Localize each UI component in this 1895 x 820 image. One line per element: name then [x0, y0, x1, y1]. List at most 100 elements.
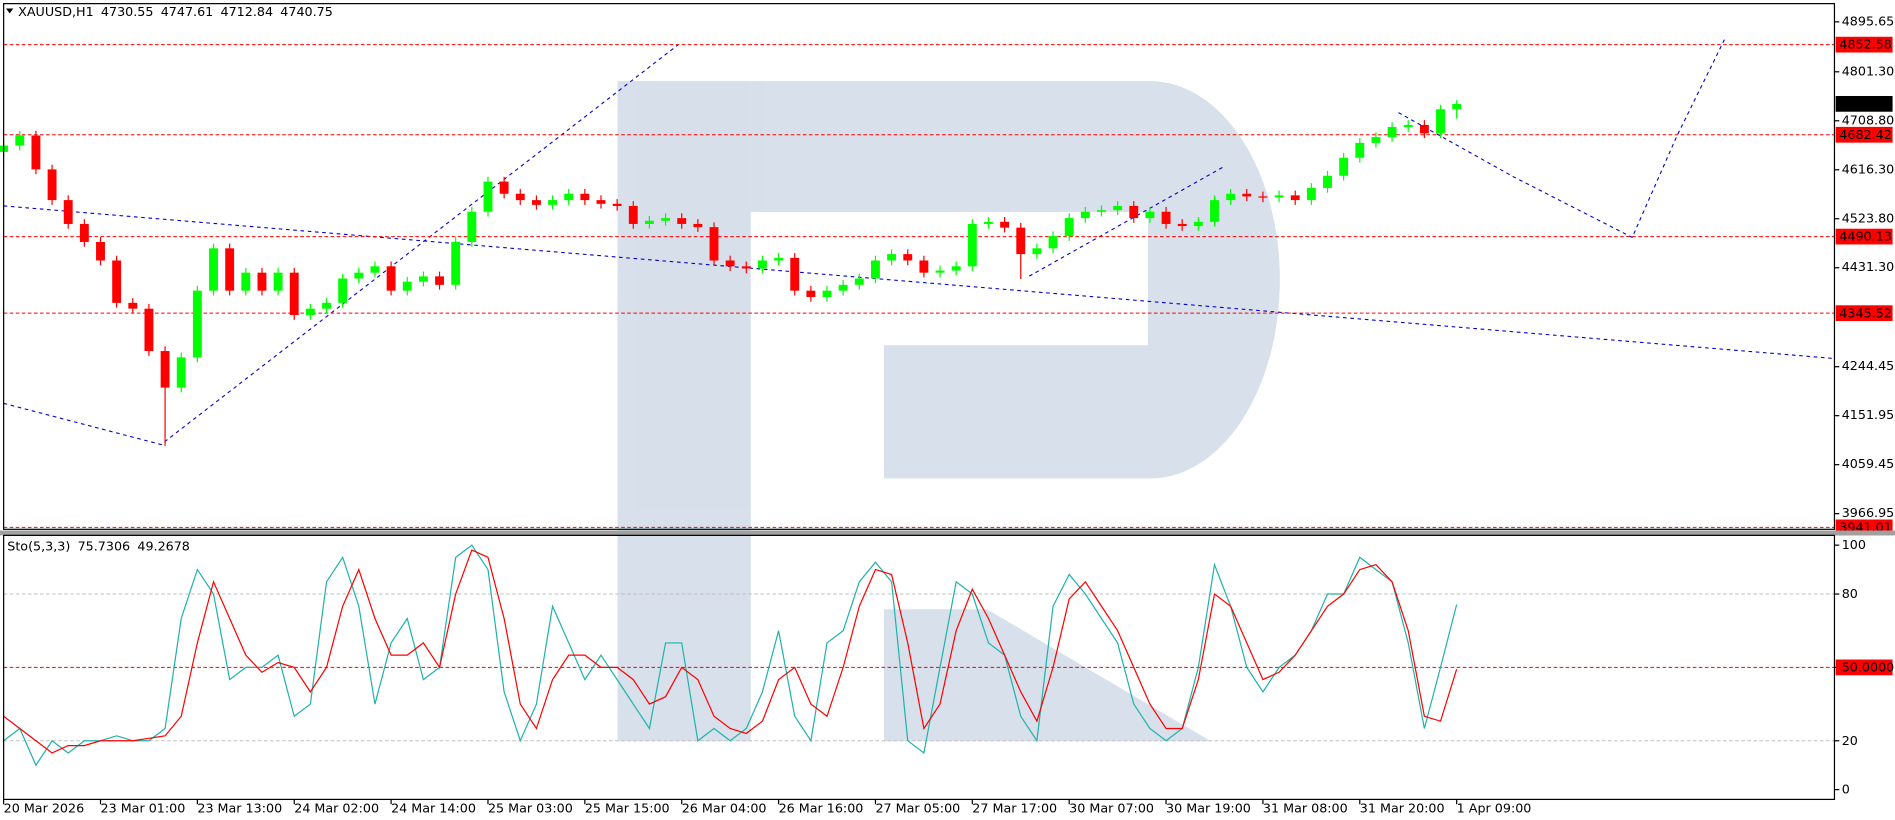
- candle-body: [499, 181, 509, 194]
- y-tick-label: 4059.45: [1842, 456, 1895, 471]
- y-tick-label: 50.0000: [1842, 659, 1895, 674]
- candle-body: [128, 302, 138, 309]
- candle-body: [322, 302, 331, 309]
- candle-body: [661, 218, 671, 221]
- candle-body: [1097, 210, 1106, 212]
- candle-body: [1145, 211, 1155, 219]
- candle-body: [1436, 109, 1445, 134]
- candle-body: [564, 193, 574, 201]
- y-tick-label: 4616.30: [1842, 161, 1895, 176]
- candle-body: [1306, 187, 1316, 201]
- candle-body: [1177, 223, 1187, 227]
- candle-body: [112, 260, 122, 303]
- price-level-box: [1835, 36, 1893, 53]
- x-tick-label: 26 Mar 04:00: [682, 801, 767, 816]
- price-level-box: [1835, 126, 1893, 143]
- ohlc-value: 4730.55: [101, 4, 154, 19]
- logo-stem: [617, 81, 751, 742]
- ohlc-value: 4747.61: [161, 4, 214, 19]
- y-tick-label: 100: [1842, 537, 1866, 552]
- candle-body: [79, 223, 89, 242]
- candle-body: [612, 203, 622, 206]
- chart-header: XAUUSD,H1 4730.55 4747.61 4712.84 4740.75: [18, 4, 333, 19]
- candle-body: [596, 200, 606, 204]
- level-label-box: [1835, 659, 1893, 676]
- candle-body: [1226, 193, 1236, 201]
- y-tick-label: 20: [1842, 733, 1858, 748]
- candle-body: [1387, 127, 1397, 138]
- candle-body: [209, 248, 218, 291]
- indicator-pane-border: [3, 534, 1836, 801]
- candle-body: [1323, 175, 1332, 188]
- y-tick-label: 4431.30: [1842, 259, 1895, 274]
- candle-body: [338, 278, 348, 303]
- price-level-label: 4490.13: [1839, 229, 1892, 244]
- y-tick-label: 4151.95: [1842, 407, 1895, 422]
- candle-body: [1339, 157, 1349, 176]
- pane-separator: [0, 530, 1895, 536]
- x-tick-label: 27 Mar 17:00: [972, 801, 1057, 816]
- x-tick-label: 23 Mar 13:00: [197, 801, 282, 816]
- candle-body: [305, 308, 315, 316]
- candle-body: [693, 223, 703, 228]
- candle-body: [709, 227, 719, 261]
- x-tick-label: 30 Mar 07:00: [1069, 801, 1154, 816]
- candle-body: [15, 135, 25, 146]
- candle-body: [1080, 211, 1090, 219]
- ohlc-value: 4740.75: [280, 4, 333, 19]
- candle-body: [725, 260, 735, 267]
- logo-leg: [883, 609, 1211, 742]
- candle-body: [354, 272, 364, 279]
- current-price-label: 4740.75: [1839, 96, 1892, 111]
- y-tick-label: 0: [1842, 782, 1850, 797]
- x-tick-label: 31 Mar 20:00: [1360, 801, 1445, 816]
- header-icon: [6, 8, 14, 14]
- price-level-box: [1835, 305, 1893, 322]
- plot-layer: 4895.65 4801.30 4708.80 4616.30 4523.80 4431.…: [0, 4, 1894, 816]
- candle-body: [451, 241, 461, 285]
- candle-body: [1290, 195, 1300, 201]
- candle-body: [47, 169, 57, 201]
- candle-body: [515, 193, 525, 201]
- price-level-label: 4852.58: [1839, 37, 1892, 52]
- candle-body: [951, 266, 961, 271]
- candle-body: [887, 254, 897, 261]
- candle-body: [1403, 124, 1413, 128]
- x-tick-label: 23 Mar 01:00: [101, 801, 186, 816]
- price-level-box: [1835, 228, 1893, 245]
- indicator-value: 49.2678: [137, 538, 190, 553]
- candle-body: [854, 278, 864, 285]
- x-tick-label: 27 Mar 05:00: [875, 801, 960, 816]
- candle-body: [160, 351, 170, 388]
- price-level-label: 4682.42: [1839, 127, 1892, 142]
- x-tick-label: 25 Mar 03:00: [488, 801, 573, 816]
- candle-body: [1193, 221, 1203, 227]
- x-tick-label: 1 Apr 09:00: [1457, 801, 1532, 816]
- candle-body: [935, 270, 945, 273]
- indicator-line: [3, 544, 1458, 767]
- candle-body: [96, 241, 105, 261]
- candle-body: [822, 290, 832, 298]
- trend-drawings: [3, 37, 1835, 446]
- trend-line: [3, 205, 1835, 360]
- candle-body: [1064, 218, 1074, 237]
- candle-body: [1371, 137, 1381, 143]
- candle-body: [967, 223, 977, 267]
- candle-body: [31, 135, 41, 170]
- candle-body: [402, 281, 412, 291]
- candle-body: [241, 272, 251, 291]
- symbol-title: XAUUSD,H1: [18, 4, 94, 19]
- candle-body: [1242, 193, 1252, 197]
- trend-line: [1028, 166, 1224, 277]
- candle-body: [467, 211, 477, 242]
- ohlc-value: 4712.84: [221, 4, 274, 19]
- y-tick-label: 4523.80: [1842, 210, 1895, 225]
- x-tick-label: 20 Mar 2026: [4, 801, 85, 816]
- candle-body: [225, 248, 235, 291]
- price-level-label: 4345.52: [1839, 305, 1892, 320]
- candle-body: [806, 290, 816, 298]
- indicator-title: Sto(5,3,3): [7, 538, 70, 553]
- candle-body: [548, 200, 557, 205]
- y-tick-label: 80: [1842, 586, 1858, 601]
- candle-body: [1113, 205, 1123, 211]
